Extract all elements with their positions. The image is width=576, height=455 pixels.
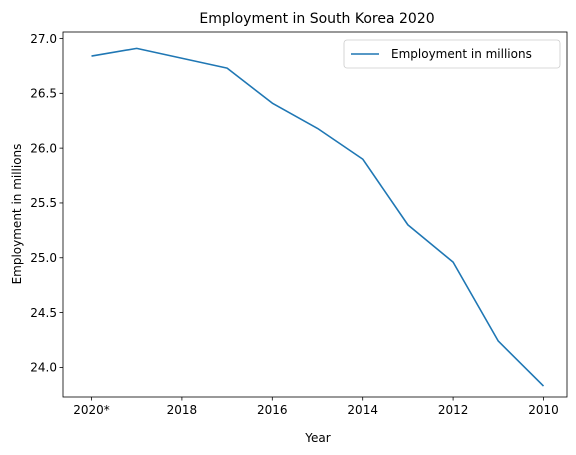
legend-label: Employment in millions — [391, 47, 532, 61]
y-tick-label: 26.5 — [30, 87, 57, 101]
x-tick-label: 2020* — [73, 403, 110, 417]
y-tick-label: 26.0 — [30, 141, 57, 155]
y-axis-label: Employment in millions — [10, 144, 24, 285]
x-tick-label: 2018 — [167, 403, 198, 417]
axes-frame — [62, 31, 568, 398]
y-tick-label: 24.0 — [30, 361, 57, 375]
x-tick-label: 2014 — [347, 403, 378, 417]
plot-area: 24.0 24.5 25.0 25.5 26.0 26.5 27.0 2020* 2018 201… — [30, 31, 568, 417]
y-tick-label: 24.5 — [30, 306, 57, 320]
y-tick-label: 25.5 — [30, 196, 57, 210]
x-tick-label: 2012 — [438, 403, 469, 417]
y-tick-label: 25.0 — [30, 251, 57, 265]
y-tick-label: 27.0 — [30, 32, 57, 46]
legend-box — [343, 39, 561, 69]
legend: Employment in millions — [343, 39, 561, 69]
x-axis-label: Year — [304, 431, 330, 445]
x-tick-label: 2016 — [257, 403, 288, 417]
series-line — [91, 47, 545, 387]
chart-title: Employment in South Korea 2020 — [199, 11, 434, 27]
x-tick-label: 2010 — [528, 403, 559, 417]
